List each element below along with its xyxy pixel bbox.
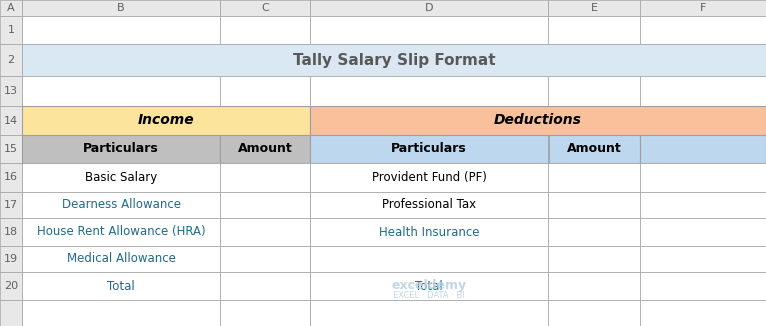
Bar (0, 44, 22, 76)
Text: Basic Salary: Basic Salary (85, 171, 157, 184)
Text: 14: 14 (4, 115, 18, 126)
Bar (22, 106, 310, 135)
Bar (640, 16, 766, 44)
Bar (640, 192, 766, 218)
Text: A: A (7, 3, 15, 13)
Bar (310, 272, 548, 300)
Bar (548, 163, 640, 192)
Text: 20: 20 (4, 281, 18, 291)
Bar (640, 272, 766, 300)
Bar (310, 76, 548, 106)
Bar (0, 246, 22, 272)
Bar (548, 246, 640, 272)
Bar (0, 0, 22, 16)
Bar (0, 76, 22, 106)
Bar (220, 163, 310, 192)
Bar (310, 163, 548, 192)
Text: Professional Tax: Professional Tax (382, 199, 476, 212)
Bar (640, 218, 766, 246)
Bar (220, 300, 310, 326)
Text: 19: 19 (4, 254, 18, 264)
Text: Dearness Allowance: Dearness Allowance (61, 199, 181, 212)
Text: 1: 1 (8, 25, 15, 35)
Bar (220, 246, 310, 272)
Bar (0, 163, 22, 192)
Bar (22, 192, 220, 218)
Bar (640, 246, 766, 272)
Text: B: B (117, 3, 125, 13)
Text: C: C (261, 3, 269, 13)
Bar (220, 16, 310, 44)
Text: Income: Income (138, 113, 195, 127)
Bar (22, 44, 766, 76)
Bar (0, 300, 22, 326)
Bar (22, 246, 220, 272)
Text: Total: Total (415, 279, 443, 292)
Bar (0, 272, 22, 300)
Text: Provident Fund (PF): Provident Fund (PF) (372, 171, 486, 184)
Bar (310, 0, 548, 16)
Bar (548, 272, 640, 300)
Text: Particulars: Particulars (391, 142, 466, 156)
Bar (310, 192, 548, 218)
Bar (22, 135, 220, 163)
Bar (0, 106, 22, 135)
Bar (22, 76, 220, 106)
Text: 13: 13 (4, 86, 18, 96)
Text: 17: 17 (4, 200, 18, 210)
Bar (548, 218, 640, 246)
Text: 16: 16 (4, 172, 18, 183)
Bar (640, 135, 766, 163)
Bar (220, 0, 310, 16)
Text: E: E (591, 3, 597, 13)
Text: Particulars: Particulars (83, 142, 159, 156)
Text: Amount: Amount (237, 142, 293, 156)
Bar (310, 106, 766, 135)
Bar (548, 300, 640, 326)
Text: 18: 18 (4, 227, 18, 237)
Bar (22, 218, 220, 246)
Bar (310, 300, 548, 326)
Bar (220, 218, 310, 246)
Text: House Rent Allowance (HRA): House Rent Allowance (HRA) (37, 226, 205, 239)
Bar (220, 76, 310, 106)
Bar (220, 272, 310, 300)
Text: F: F (700, 3, 706, 13)
Bar (22, 300, 220, 326)
Bar (640, 0, 766, 16)
Bar (22, 163, 220, 192)
Text: exceldemy: exceldemy (391, 279, 466, 292)
Bar (22, 272, 220, 300)
Text: Health Insurance: Health Insurance (378, 226, 480, 239)
Bar (0, 135, 22, 163)
Bar (548, 16, 640, 44)
Text: Medical Allowance: Medical Allowance (67, 253, 175, 265)
Bar (220, 192, 310, 218)
Bar (310, 135, 640, 163)
Bar (22, 16, 220, 44)
Bar (22, 0, 220, 16)
Bar (310, 246, 548, 272)
Text: Amount: Amount (567, 142, 621, 156)
Text: Deductions: Deductions (494, 113, 582, 127)
Text: 15: 15 (4, 144, 18, 154)
Bar (640, 163, 766, 192)
Bar (548, 135, 549, 163)
Bar (310, 16, 548, 44)
Text: 2: 2 (8, 55, 15, 65)
Bar (310, 218, 548, 246)
Bar (548, 192, 640, 218)
Bar (0, 16, 22, 44)
Bar (548, 76, 640, 106)
Bar (548, 0, 640, 16)
Bar (0, 192, 22, 218)
Bar (640, 76, 766, 106)
Bar (220, 135, 310, 163)
Text: Total: Total (107, 279, 135, 292)
Text: D: D (425, 3, 434, 13)
Text: Tally Salary Slip Format: Tally Salary Slip Format (293, 52, 496, 67)
Bar (0, 218, 22, 246)
Bar (640, 300, 766, 326)
Text: EXCEL · DATA · BI: EXCEL · DATA · BI (393, 290, 465, 300)
